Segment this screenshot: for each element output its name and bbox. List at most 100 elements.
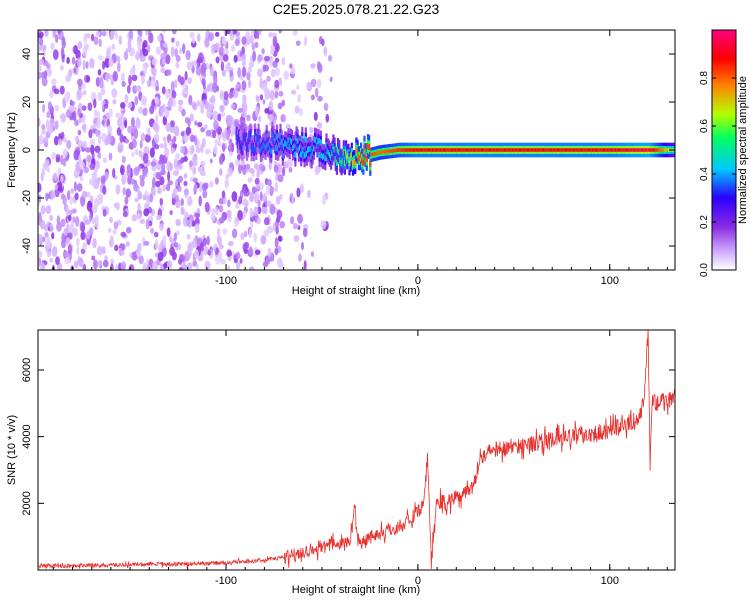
noise-blob bbox=[274, 181, 279, 193]
noise-blob bbox=[287, 158, 294, 167]
ridge-core bbox=[480, 148, 483, 152]
noise-blob bbox=[54, 120, 59, 130]
noise-blob bbox=[262, 82, 268, 92]
noise-blob bbox=[171, 197, 176, 206]
noise-blob bbox=[269, 203, 276, 215]
noise-blob bbox=[194, 223, 200, 234]
ridge-core bbox=[264, 144, 267, 151]
colorbar-axes: 0.0 0.2 0.4 0.6 0.8 bbox=[699, 71, 736, 277]
noise-blob bbox=[127, 125, 133, 134]
noise-blob bbox=[120, 261, 127, 270]
noise-blob bbox=[103, 259, 109, 268]
noise-blob bbox=[76, 57, 82, 68]
ridge-core bbox=[585, 148, 588, 152]
noise-blob bbox=[82, 242, 88, 250]
noise-blob bbox=[215, 56, 220, 64]
ridge-core bbox=[622, 148, 625, 152]
noise-blob bbox=[251, 30, 255, 38]
noise-blob bbox=[84, 219, 91, 225]
noise-blob bbox=[38, 30, 41, 34]
noise-blob bbox=[240, 232, 245, 241]
ridge-core bbox=[633, 148, 637, 152]
ridge-core bbox=[547, 148, 550, 152]
noise-blob bbox=[175, 218, 181, 226]
ridge-core bbox=[613, 148, 616, 152]
noise-blob bbox=[242, 165, 247, 176]
ridge-core bbox=[601, 148, 604, 152]
noise-blob bbox=[75, 161, 81, 172]
noise-blob bbox=[234, 39, 240, 47]
noise-blob bbox=[202, 138, 206, 148]
ridge-core bbox=[280, 138, 283, 145]
noise-blob bbox=[80, 231, 85, 241]
noise-blob bbox=[146, 130, 152, 136]
noise-blob bbox=[193, 183, 198, 194]
noise-blob bbox=[244, 230, 248, 238]
noise-blob bbox=[151, 57, 158, 66]
noise-blob bbox=[288, 166, 293, 173]
ridge-core bbox=[635, 148, 638, 152]
noise-blob bbox=[212, 129, 217, 139]
y-tick-label: 2000 bbox=[21, 491, 33, 515]
noise-blob bbox=[241, 66, 247, 78]
ridge-core bbox=[408, 148, 411, 152]
ridge-core bbox=[305, 150, 308, 157]
ridge-core bbox=[317, 138, 320, 145]
noise-blob bbox=[144, 167, 148, 178]
noise-blob bbox=[54, 104, 60, 112]
noise-blob bbox=[91, 150, 95, 160]
noise-blob bbox=[210, 213, 216, 221]
ridge-core bbox=[525, 148, 528, 152]
ridge-core bbox=[303, 152, 306, 159]
noise-blob bbox=[192, 37, 196, 44]
noise-blob bbox=[144, 202, 150, 210]
noise-blob bbox=[85, 61, 89, 69]
noise-blob bbox=[323, 46, 328, 57]
ridge-core bbox=[285, 140, 288, 147]
noise-blob bbox=[296, 84, 300, 91]
noise-blob bbox=[206, 84, 211, 93]
noise-blob bbox=[89, 163, 96, 171]
noise-blob bbox=[200, 127, 205, 133]
noise-blob bbox=[242, 94, 247, 104]
noise-blob bbox=[219, 154, 224, 165]
noise-blob bbox=[115, 112, 121, 118]
noise-blob bbox=[228, 138, 233, 146]
noise-blob bbox=[310, 78, 317, 88]
noise-blob bbox=[241, 57, 246, 68]
ridge-core bbox=[449, 148, 452, 152]
noise-blob bbox=[192, 177, 198, 183]
noise-blob bbox=[60, 46, 65, 58]
noise-blob bbox=[256, 216, 261, 225]
noise-blob bbox=[137, 165, 141, 172]
noise-blob bbox=[189, 31, 195, 39]
noise-blob bbox=[174, 79, 178, 89]
noise-blob bbox=[187, 77, 192, 85]
noise-blob bbox=[86, 75, 91, 83]
noise-blob bbox=[275, 195, 281, 205]
noise-blob bbox=[314, 87, 319, 98]
snr-xlabel: Height of straight line (km) bbox=[292, 584, 420, 596]
noise-blob bbox=[173, 242, 179, 248]
noise-blob bbox=[72, 208, 77, 214]
noise-blob bbox=[263, 64, 269, 72]
ridge-core bbox=[294, 151, 297, 158]
ridge-core bbox=[426, 148, 429, 152]
y-tick-label: 0 bbox=[21, 147, 33, 153]
ridge-core bbox=[368, 144, 371, 151]
noise-blob bbox=[91, 255, 96, 261]
ridge-core bbox=[492, 148, 495, 152]
noise-blob bbox=[277, 174, 284, 183]
noise-blob bbox=[310, 251, 314, 257]
noise-blob bbox=[60, 113, 67, 123]
noise-blob bbox=[108, 239, 114, 248]
ridge-core bbox=[369, 160, 372, 167]
noise-blob bbox=[237, 107, 244, 113]
colorbar: 0.0 0.2 0.4 0.6 0.8 Normalized spectral ampl… bbox=[699, 29, 749, 277]
noise-blob bbox=[67, 190, 71, 201]
noise-blob bbox=[112, 167, 116, 179]
noise-blob bbox=[162, 30, 166, 34]
noise-blob bbox=[265, 185, 270, 196]
noise-blob bbox=[155, 46, 162, 55]
noise-blob bbox=[182, 43, 186, 55]
